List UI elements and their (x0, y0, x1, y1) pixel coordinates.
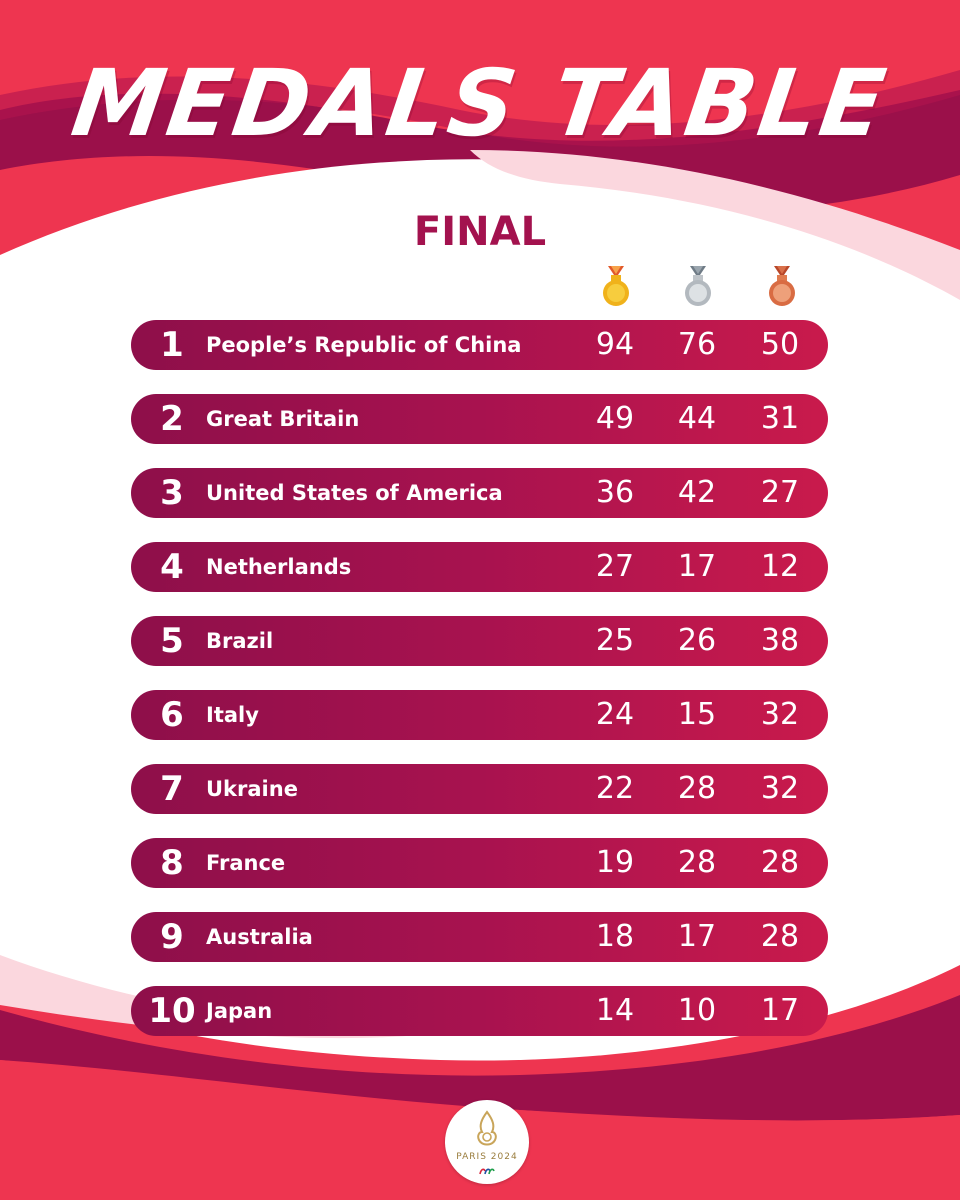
page-title: MEDALS TABLE (65, 50, 895, 157)
silver-count: 10 (677, 993, 717, 1028)
gold-count: 49 (595, 401, 635, 436)
country-name: Brazil (206, 629, 274, 653)
flame-icon (477, 1110, 497, 1146)
paris-2024-logo: PARIS 2024 (445, 1100, 529, 1184)
bronze-count: 32 (760, 697, 800, 732)
bronze-count: 38 (760, 623, 800, 658)
rank: 1 (160, 325, 184, 365)
silver-count: 76 (677, 327, 717, 362)
table-row: 5 Brazil 25 26 38 (131, 616, 828, 666)
silver-count: 15 (677, 697, 717, 732)
rank: 8 (160, 843, 184, 883)
bronze-count: 31 (760, 401, 800, 436)
table-row: 3 United States of America 36 42 27 (131, 468, 828, 518)
country-name: France (206, 851, 286, 875)
table-row: 10 Japan 14 10 17 (131, 986, 828, 1036)
rank: 10 (148, 991, 196, 1031)
silver-count: 17 (677, 919, 717, 954)
silver-count: 44 (677, 401, 717, 436)
gold-count: 19 (595, 845, 635, 880)
gold-count: 22 (595, 771, 635, 806)
silver-medal-icon (685, 266, 711, 306)
logo-text: PARIS 2024 (456, 1152, 518, 1162)
bronze-count: 32 (760, 771, 800, 806)
table-row: 8 France 19 28 28 (131, 838, 828, 888)
rank: 3 (160, 473, 184, 513)
table-row: 1 People’s Republic of China 94 76 50 (131, 320, 828, 370)
rank: 9 (160, 917, 184, 957)
rank: 7 (160, 769, 184, 809)
rank: 6 (160, 695, 184, 735)
gold-count: 27 (595, 549, 635, 584)
bronze-count: 17 (760, 993, 800, 1028)
gold-count: 36 (595, 475, 635, 510)
country-name: Italy (206, 703, 259, 727)
gold-count: 14 (595, 993, 635, 1028)
country-name: People’s Republic of China (206, 333, 522, 357)
bronze-count: 28 (760, 845, 800, 880)
country-name: Australia (206, 925, 313, 949)
gold-medal-icon (603, 266, 629, 306)
bronze-medal-icon (769, 266, 795, 306)
table-row: 2 Great Britain 49 44 31 (131, 394, 828, 444)
country-name: United States of America (206, 481, 503, 505)
bronze-count: 12 (760, 549, 800, 584)
bronze-count: 50 (760, 327, 800, 362)
table-row: 4 Netherlands 27 17 12 (131, 542, 828, 592)
gold-count: 94 (595, 327, 635, 362)
silver-count: 28 (677, 771, 717, 806)
gold-count: 25 (595, 623, 635, 658)
table-row: 6 Italy 24 15 32 (131, 690, 828, 740)
gold-count: 24 (595, 697, 635, 732)
silver-count: 28 (677, 845, 717, 880)
gold-count: 18 (595, 919, 635, 954)
silver-count: 26 (677, 623, 717, 658)
page-subtitle: FINAL (413, 209, 547, 255)
rank: 2 (160, 399, 184, 439)
silver-count: 17 (677, 549, 717, 584)
rank: 4 (160, 547, 184, 587)
bronze-count: 27 (760, 475, 800, 510)
country-name: Netherlands (206, 555, 352, 579)
rank: 5 (160, 621, 184, 661)
country-name: Great Britain (206, 407, 360, 431)
table-row: 9 Australia 18 17 28 (131, 912, 828, 962)
agitos-icon (479, 1168, 495, 1175)
table-row: 7 Ukraine 22 28 32 (131, 764, 828, 814)
bronze-count: 28 (760, 919, 800, 954)
silver-count: 42 (677, 475, 717, 510)
country-name: Japan (206, 999, 273, 1023)
country-name: Ukraine (206, 777, 298, 801)
